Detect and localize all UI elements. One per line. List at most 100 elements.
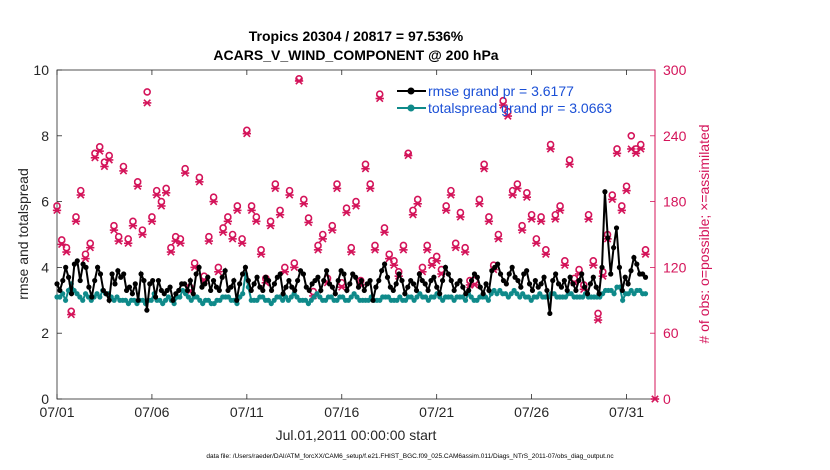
rmse-point: [219, 274, 225, 280]
obs-assimilated-point: [313, 246, 323, 254]
rmse-point: [92, 277, 98, 284]
rmse-point: [515, 277, 521, 284]
rmse-point: [399, 277, 405, 284]
obs-assimilated-point: [366, 184, 375, 193]
obs-assimilated-point: [503, 112, 513, 120]
obs-possible-point: [252, 213, 261, 221]
rmse-point: [451, 287, 457, 294]
rmse-point: [277, 271, 283, 277]
x-tick-label: 07/16: [324, 404, 359, 420]
x-tick-label: 07/11: [230, 404, 264, 420]
obs-assimilated-point: [304, 218, 313, 227]
rmse-point: [103, 291, 109, 297]
rmse-point: [402, 291, 408, 297]
obs-possible-point: [271, 180, 280, 188]
chart-subtitle: ACARS_V_WIND_COMPONENT @ 200 hPa: [213, 47, 498, 63]
obs-possible-point: [181, 164, 189, 173]
obs-assimilated-point: [128, 221, 138, 230]
obs-possible-point: [72, 213, 80, 221]
rmse-point: [509, 264, 515, 270]
obs-assimilated-point: [404, 151, 413, 160]
rmse-point: [518, 284, 524, 290]
rmse-point: [216, 287, 222, 294]
obs-possible-point: [95, 142, 104, 151]
rmse-point: [524, 268, 530, 274]
rmse-point: [616, 264, 623, 270]
obs-possible-point: [157, 197, 166, 206]
rmse-point: [315, 274, 321, 280]
obs-assimilated-point: [290, 263, 299, 272]
rmse-point: [341, 271, 347, 277]
rmse-point: [547, 310, 553, 317]
obs-possible-point: [110, 221, 118, 230]
totalspread-point: [97, 294, 103, 300]
rmse-point: [558, 284, 565, 290]
rmse-point: [590, 274, 596, 280]
rmse-point: [237, 281, 243, 287]
rmse-point: [292, 287, 298, 294]
obs-possible-point: [285, 186, 294, 195]
obs-assimilated-point: [233, 206, 242, 215]
obs-possible-point: [195, 173, 204, 182]
obs-possible-point: [527, 210, 536, 219]
obs-assimilated-point: [81, 254, 90, 263]
obs-assimilated-point: [351, 202, 361, 210]
obs-possible-point: [314, 241, 322, 250]
x-axis-label: Jul.01,2011 00:00:00 start: [276, 427, 437, 443]
rmse-point: [358, 277, 365, 284]
y2-axis-label: # of obs: o=possible; ×=assimilated: [696, 124, 712, 343]
rmse-point: [619, 287, 625, 294]
totalspread-point: [620, 297, 626, 303]
rmse-point: [115, 268, 121, 274]
obs-assimilated-point: [237, 239, 247, 248]
obs-possible-point: [494, 230, 503, 239]
obs-assimilated-point: [593, 316, 603, 324]
rmse-point: [608, 271, 614, 277]
y2-tick-label: 0: [663, 391, 671, 407]
rmse-point: [231, 277, 237, 284]
obs-possible-point: [518, 221, 526, 230]
obs-assimilated-point: [166, 248, 176, 256]
obs-assimilated-point: [361, 164, 370, 173]
obs-possible-point: [304, 214, 313, 222]
rmse-point: [121, 271, 127, 277]
obs-possible-point: [124, 235, 132, 243]
obs-possible-point: [499, 96, 507, 105]
obs-possible-point: [418, 263, 427, 272]
obs-possible-point: [432, 252, 441, 261]
obs-assimilated-point: [328, 226, 337, 234]
rmse-point: [318, 287, 324, 294]
obs-assimilated-point: [389, 261, 399, 269]
obs-possible-point: [214, 263, 223, 272]
legend-spread-label: totalspread grand pr = 3.0663: [428, 100, 612, 116]
rmse-point: [170, 297, 176, 303]
obs-possible-point: [589, 257, 598, 265]
obs-assimilated-point: [124, 239, 133, 248]
y2-tick-label: 180: [663, 194, 687, 210]
y2-tick-label: 240: [663, 128, 687, 144]
obs-possible-point: [105, 151, 114, 160]
obs-assimilated-point: [209, 197, 218, 206]
obs-possible-point: [617, 202, 626, 210]
obs-assimilated-point: [342, 208, 351, 217]
rmse-point: [596, 291, 602, 297]
obs-possible-point: [290, 259, 299, 267]
totalspread-point: [62, 297, 69, 303]
rmse-point: [196, 264, 202, 270]
obs-possible-point: [81, 250, 90, 259]
rmse-point: [228, 284, 234, 290]
rmse-point: [613, 225, 620, 231]
rmse-point: [208, 287, 214, 294]
obs-possible-point: [565, 156, 574, 164]
rmse-point: [567, 274, 573, 280]
totalspread-point: [177, 294, 183, 300]
obs-assimilated-point: [517, 226, 527, 234]
obs-possible-point: [342, 204, 351, 212]
obs-assimilated-point: [157, 202, 166, 210]
rmse-point: [602, 189, 608, 195]
rmse-point: [396, 271, 402, 277]
obs-assimilated-point: [370, 246, 380, 254]
obs-assimilated-point: [228, 235, 237, 243]
rmse-point: [477, 284, 483, 290]
obs-possible-point: [480, 160, 488, 169]
